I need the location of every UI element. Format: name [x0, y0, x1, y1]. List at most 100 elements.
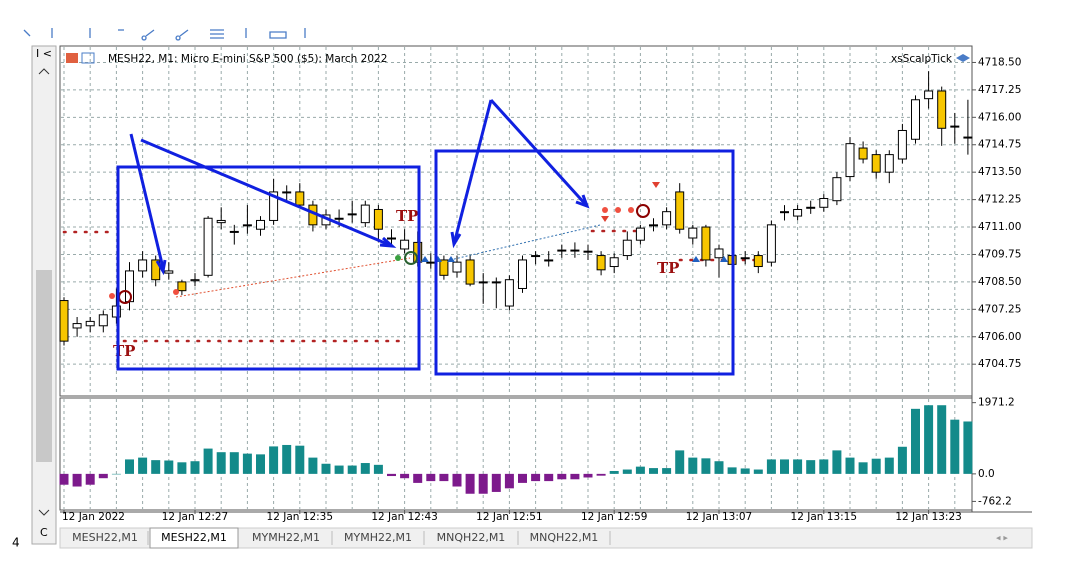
histogram-bar [190, 461, 200, 474]
histogram-bar [452, 473, 462, 487]
x-tick-label: 12 Jan 13:23 [895, 511, 961, 523]
scroll-down[interactable] [38, 509, 50, 516]
y-tick-label: -762.2 [978, 495, 1012, 507]
tab-active[interactable] [149, 527, 239, 549]
tab[interactable]: MESH22,M1 [72, 531, 138, 544]
indicator-icon [956, 54, 970, 62]
candle-body [570, 249, 580, 252]
histogram-bar [675, 450, 685, 474]
panel-icon: I < [36, 47, 52, 60]
histogram-bar [334, 465, 344, 474]
x-tick-label: 12 Jan 12:27 [162, 511, 228, 523]
candle-body [884, 154, 894, 173]
candle-body [583, 250, 593, 253]
histogram-bar [242, 453, 252, 474]
tab-bar [59, 527, 1033, 549]
candle-body [439, 259, 449, 276]
y-tick-label: 4712.25 [978, 194, 1021, 206]
side-label: 4 [12, 536, 20, 550]
histogram-bar [413, 473, 423, 483]
tab[interactable]: MYMH22,M1 [252, 531, 320, 544]
candle-body [780, 211, 789, 214]
histogram-bar [596, 473, 606, 476]
candle-body [164, 270, 174, 274]
tp-label: TP [657, 259, 679, 277]
tab[interactable]: MESH22,M1 [161, 531, 227, 544]
histogram-bar [766, 459, 776, 474]
x-tick-label: 12 Jan 12:43 [371, 511, 437, 523]
candle-body [662, 211, 672, 226]
candle-body [59, 300, 69, 342]
histogram-bar [897, 446, 907, 474]
toolbar [20, 0, 310, 42]
histogram-bar [845, 457, 855, 474]
candle-body [151, 259, 161, 281]
candle-body [491, 281, 501, 284]
histogram-bar [491, 473, 501, 492]
histogram-bar [229, 452, 239, 474]
histogram-bar [111, 473, 121, 475]
y-tick-label: 4707.25 [978, 303, 1021, 315]
scroll-thumb[interactable] [36, 270, 52, 462]
candle-body [609, 257, 619, 268]
candle-body [897, 129, 907, 160]
histogram-bar [819, 459, 829, 474]
histogram-bar [125, 459, 134, 474]
y-tick-label: 4708.50 [978, 276, 1021, 288]
candle-body [845, 143, 855, 178]
candle-body [596, 255, 606, 271]
candle-body [688, 227, 698, 239]
candle-body [360, 204, 370, 224]
candle-body [622, 239, 632, 257]
histogram-bar [295, 445, 305, 474]
histogram-bar [544, 473, 554, 482]
y-tick-label: 4718.50 [978, 56, 1021, 68]
histogram-bar [570, 473, 580, 480]
candle-body [111, 305, 121, 318]
x-tick-label: 12 Jan 13:15 [791, 511, 857, 523]
histogram-bar [373, 464, 383, 474]
candle-body [753, 255, 763, 268]
histogram-bar [98, 473, 108, 479]
histogram-bar [727, 467, 737, 474]
y-tick-label: 4706.00 [978, 331, 1021, 343]
histogram-bar [256, 454, 265, 474]
tab[interactable]: MNQH22,M1 [437, 531, 506, 544]
candle-body [531, 255, 541, 258]
histogram-bar [308, 457, 318, 474]
histogram-bar [583, 473, 593, 478]
candle-body [766, 224, 776, 263]
tab[interactable]: MNQH22,M1 [530, 531, 599, 544]
candle-body [452, 261, 462, 273]
level-lines [62, 229, 762, 343]
candle-body [924, 90, 934, 100]
histogram-bar [439, 473, 449, 482]
candle-body [478, 281, 488, 284]
tab[interactable]: MYMH22,M1 [344, 531, 412, 544]
candle-body [465, 259, 475, 285]
histogram-bar [85, 473, 95, 485]
candle-body [963, 136, 973, 139]
histogram-bar [518, 473, 527, 483]
histogram-bar [963, 421, 973, 474]
histogram-bar [531, 473, 541, 482]
candle-body [373, 208, 383, 230]
histogram-bar [504, 473, 514, 489]
histogram-bar [635, 466, 645, 474]
histogram-bar [59, 473, 69, 485]
histogram-bar [753, 469, 763, 474]
candle-body [229, 230, 239, 233]
histogram-bar [937, 405, 947, 474]
x-tick-label: 12 Jan 12:51 [476, 511, 542, 523]
tab-scroll[interactable]: ◂ ▸ [996, 534, 1008, 544]
candle-body [400, 239, 410, 250]
candle-body [714, 248, 724, 259]
indicator-label: xsScalpTick [891, 53, 953, 65]
candle-body [793, 208, 803, 217]
candle-body [216, 219, 226, 224]
y-tick-label: 4714.75 [978, 139, 1021, 151]
scroll-up[interactable] [38, 68, 50, 75]
y-tick-label: 4713.50 [978, 166, 1021, 178]
histogram-bar [164, 460, 174, 474]
